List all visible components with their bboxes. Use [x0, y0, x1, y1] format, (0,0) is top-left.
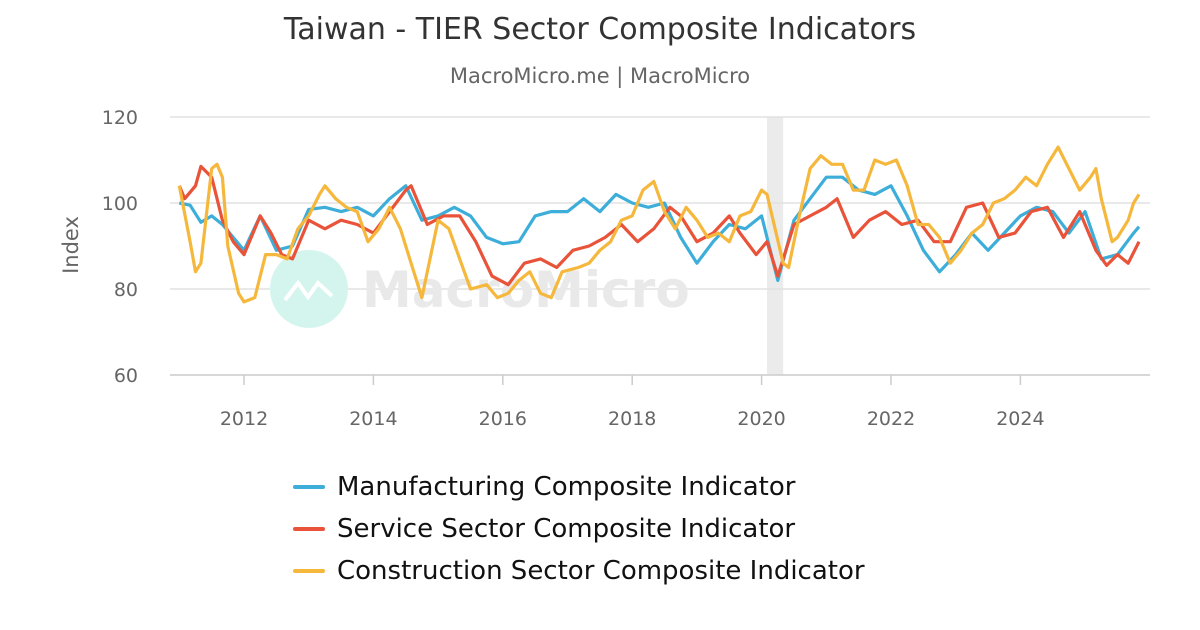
legend-label: Construction Sector Composite Indicator	[337, 556, 865, 586]
watermark-logo-mark-icon	[283, 279, 334, 302]
legend-swatch	[293, 527, 325, 531]
watermark-text: MacroMicro	[362, 261, 690, 319]
x-tick-label: 2024	[996, 408, 1044, 430]
shaded-period	[766, 117, 784, 375]
x-tick-label: 2014	[349, 408, 397, 430]
x-tick-label: 2012	[220, 408, 268, 430]
legend-swatch	[293, 485, 325, 489]
legend-item[interactable]: Construction Sector Composite Indicator	[293, 554, 865, 588]
x-tick-label: 2022	[867, 408, 915, 430]
legend-item[interactable]: Manufacturing Composite Indicator	[293, 470, 795, 504]
x-tick-label: 2018	[608, 408, 656, 430]
legend-label: Manufacturing Composite Indicator	[337, 472, 796, 502]
y-axis-label: Index	[59, 216, 83, 274]
series-line-2	[177, 164, 1141, 287]
y-tick-label: 100	[102, 193, 138, 215]
x-tick-label: 2016	[479, 408, 527, 430]
watermark-logo-icon	[270, 250, 348, 328]
legend-item[interactable]: Service Sector Composite Indicator	[293, 512, 795, 546]
chart-subtitle: MacroMicro.me | MacroMicro	[449, 64, 751, 88]
series-line-3	[177, 145, 1141, 304]
chart-title: Taiwan - TIER Sector Composite Indicator…	[283, 12, 917, 47]
y-tick-label: 120	[102, 107, 138, 129]
y-tick-label: 60	[114, 365, 138, 387]
x-tick-label: 2020	[737, 408, 785, 430]
legend-label: Service Sector Composite Indicator	[337, 514, 796, 544]
y-tick-label: 80	[114, 279, 138, 301]
legend-swatch	[293, 569, 325, 573]
